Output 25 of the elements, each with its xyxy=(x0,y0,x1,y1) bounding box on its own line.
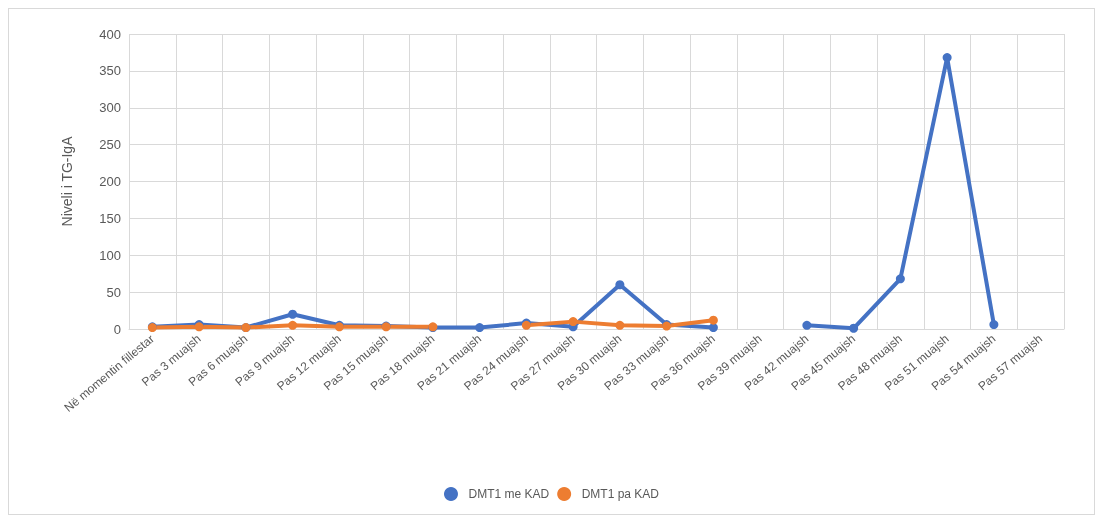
y-tick-label: 200 xyxy=(99,174,121,189)
y-tick-label: 0 xyxy=(113,321,121,337)
point xyxy=(615,280,625,290)
point xyxy=(615,320,625,330)
point xyxy=(288,320,298,330)
point xyxy=(895,274,905,284)
point xyxy=(475,323,485,333)
point xyxy=(288,309,298,319)
point xyxy=(849,323,859,333)
y-tick-label: 350 xyxy=(99,63,121,79)
y-tick-label: 50 xyxy=(106,284,121,300)
point xyxy=(989,320,999,330)
y-tick-label: 400 xyxy=(99,26,121,42)
y-tick-label: 100 xyxy=(99,247,121,263)
legend-label: DMT1 pa KAD xyxy=(581,487,660,501)
point xyxy=(942,53,952,63)
y-axis-title: Niveli i TG-IgA xyxy=(59,135,75,227)
y-tick-label: 300 xyxy=(99,100,121,116)
y-tick-label: 250 xyxy=(99,137,121,153)
point xyxy=(568,317,578,327)
point xyxy=(708,315,718,325)
legend-label: DMT1 me KAD xyxy=(468,487,550,501)
point xyxy=(708,323,718,333)
point xyxy=(802,320,812,330)
y-tick-label: 150 xyxy=(99,210,121,226)
